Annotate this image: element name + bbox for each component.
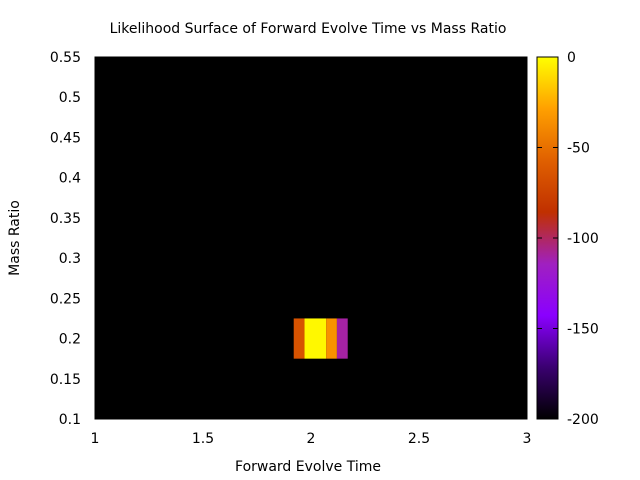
y-tick-label: 0.45 [50,130,81,146]
colorbar-tick-label: -50 [567,141,590,157]
y-tick-label: 0.4 [59,171,81,187]
heatmap-cell [326,318,337,359]
colorbar-tick-label: -100 [567,231,599,247]
heatmap-cell [304,318,327,359]
x-tick-label: 1.5 [192,431,214,447]
colorbar-ticks: 0 -50 -100 -150 -200 [537,50,599,428]
chart-title: Likelihood Surface of Forward Evolve Tim… [110,21,507,37]
plot-area [95,57,527,419]
heatmap-cell [336,318,348,359]
y-tick-label: 0.1 [59,412,81,428]
heatmap-cell [293,318,305,359]
y-axis-ticks: 0.1 0.15 0.2 0.25 0.3 0.35 0.4 0.45 0.5 0.55 [50,50,527,428]
y-tick-label: 0.55 [50,50,81,66]
y-tick-label: 0.25 [50,291,81,307]
x-axis-ticks: 1 1.5 2 2.5 3 [91,57,532,447]
y-axis-label: Mass Ratio [7,200,23,276]
x-tick-label: 3 [523,431,532,447]
y-tick-label: 0.5 [59,90,81,106]
y-tick-label: 0.35 [50,211,81,227]
y-tick-label: 0.3 [59,251,81,267]
y-tick-label: 0.2 [59,332,81,348]
x-tick-label: 2.5 [408,431,430,447]
y-tick-label: 0.15 [50,372,81,388]
x-axis-label: Forward Evolve Time [235,459,381,475]
colorbar-tick-label: 0 [567,50,576,66]
colorbar-tick-label: -200 [567,412,599,428]
x-tick-label: 1 [91,431,100,447]
colorbar-tick-label: -150 [567,322,599,338]
x-tick-label: 2 [307,431,316,447]
